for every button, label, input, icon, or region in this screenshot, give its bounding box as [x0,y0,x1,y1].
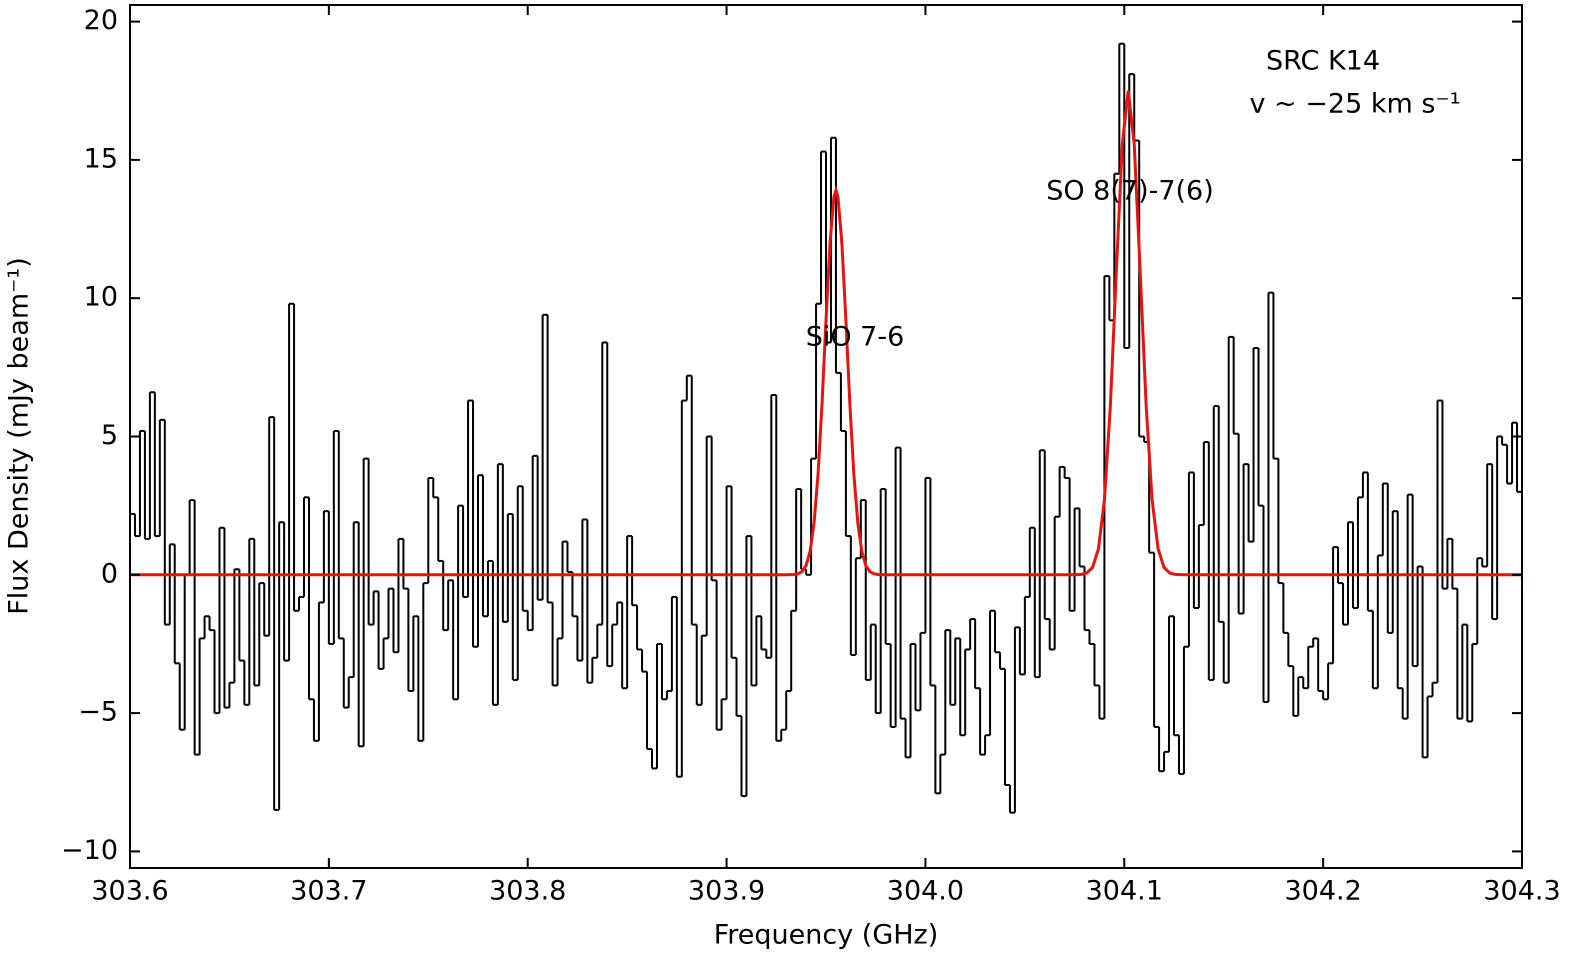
x-tick-label: 303.7 [290,876,367,907]
annotation: SRC K14 [1266,46,1380,77]
x-tick-label: 303.9 [688,876,765,907]
annotation: v ~ −25 km s⁻¹ [1250,89,1461,120]
y-axis-label: Flux Density (mJy beam⁻¹) [4,257,35,615]
fit-line [130,90,1522,577]
annotation: SiO 7-6 [806,322,905,353]
x-tick-label: 304.0 [887,876,964,907]
y-tick-label: 20 [84,5,118,36]
y-tick-label: 15 [84,143,118,174]
x-tick-label: 304.3 [1483,876,1560,907]
plot-area [130,5,1522,868]
y-tick-label: 0 [101,558,118,589]
x-tick-label: 304.1 [1086,876,1163,907]
x-tick-label: 303.6 [91,876,168,907]
y-tick-label: 5 [101,420,118,451]
x-tick-label: 304.2 [1284,876,1361,907]
x-axis-label: Frequency (GHz) [714,920,939,951]
annotation: SO 8(7)-7(6) [1046,176,1214,207]
step-connector [133,43,1519,813]
marks [130,42,1522,814]
y-tick-label: 10 [84,282,118,313]
y-tick-label: −10 [61,835,118,866]
y-tick-label: −5 [78,697,118,728]
x-tick-label: 303.8 [489,876,566,907]
